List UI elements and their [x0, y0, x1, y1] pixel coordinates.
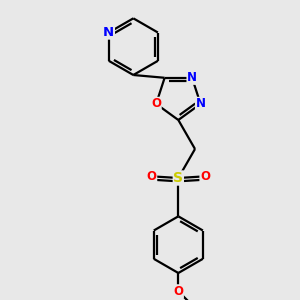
Text: N: N — [196, 98, 206, 110]
Text: O: O — [200, 170, 210, 183]
Text: O: O — [147, 170, 157, 183]
Text: S: S — [173, 171, 183, 185]
Text: O: O — [151, 98, 161, 110]
Text: O: O — [173, 285, 183, 298]
Text: N: N — [103, 26, 114, 39]
Text: N: N — [187, 71, 197, 84]
